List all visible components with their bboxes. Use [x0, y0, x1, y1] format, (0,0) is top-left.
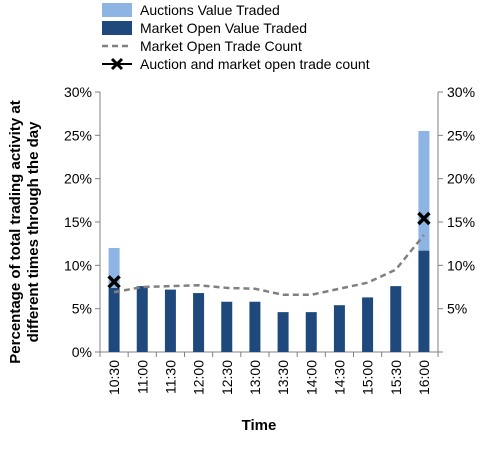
y-tick-label-right: 10% [447, 257, 475, 273]
x-tick-label: 13:00 [247, 360, 263, 395]
x-tick-label: 12:30 [219, 360, 235, 395]
x-tick-label: 12:00 [191, 360, 207, 395]
bar-auctions-value [108, 248, 120, 288]
x-tick-label: 10:30 [106, 360, 122, 395]
x-tick-label: 14:30 [331, 360, 347, 395]
x-tick-label: 16:00 [416, 360, 432, 395]
legend-swatch-market-open [102, 21, 132, 35]
legend-label-auctions: Auctions Value Traded [140, 2, 280, 18]
bar-market-open-value [221, 301, 233, 352]
bar-market-open-value [418, 250, 430, 352]
marker-auction-market-open-trade-count [417, 211, 431, 226]
x-tick-label: 11:30 [162, 360, 178, 394]
bar-market-open-value [305, 312, 317, 352]
bar-market-open-value [136, 286, 148, 352]
legend-swatch-auctions [102, 3, 132, 17]
bar-market-open-value [193, 293, 205, 352]
y-axis-title: Percentage of total trading activity atd… [7, 100, 42, 363]
y-tick-label-left: 15% [64, 214, 92, 230]
bar-auctions-value [418, 131, 430, 251]
line-market-open-trade-count [113, 234, 425, 297]
bar-market-open-value [108, 287, 120, 352]
x-tick-label: 14:00 [303, 360, 319, 395]
legend-label-market-open: Market Open Value Traded [140, 20, 307, 36]
y-axis-title-line: different times through the day [25, 121, 42, 343]
y-tick-label-right: 25% [447, 127, 475, 143]
y-tick-label-left: 20% [64, 171, 92, 187]
legend-marker-auction-trade-count [110, 57, 124, 71]
x-axis-title: Time [242, 417, 277, 434]
y-tick-label-left: 0% [72, 344, 92, 360]
y-tick-label-right: 15% [447, 214, 475, 230]
bar-market-open-value [277, 312, 289, 352]
bar-market-open-value [333, 305, 345, 352]
y-tick-label-left: 30% [64, 84, 92, 100]
y-tick-label-left: 10% [64, 257, 92, 273]
legend-label-trade-count: Market Open Trade Count [140, 38, 302, 54]
marker-auction-market-open-trade-count [107, 275, 121, 289]
legend-label-auction-trade-count: Auction and market open trade count [140, 56, 370, 72]
y-tick-label-right: 20% [447, 171, 475, 187]
x-tick-label: 11:00 [134, 360, 150, 394]
y-tick-label-right: 5% [447, 301, 467, 317]
x-tick-label: 13:30 [275, 360, 291, 395]
bar-market-open-value [390, 286, 402, 352]
x-tick-label: 15:00 [360, 360, 376, 395]
bar-market-open-value [164, 289, 176, 352]
y-tick-label-left: 5% [72, 301, 92, 317]
y-axis-title-line: Percentage of total trading activity at [7, 100, 24, 363]
bar-market-open-value [249, 301, 261, 352]
x-tick-label: 15:30 [388, 360, 404, 395]
y-tick-label-right: 30% [447, 84, 475, 100]
y-tick-label-left: 25% [64, 127, 92, 143]
bar-market-open-value [362, 297, 374, 352]
